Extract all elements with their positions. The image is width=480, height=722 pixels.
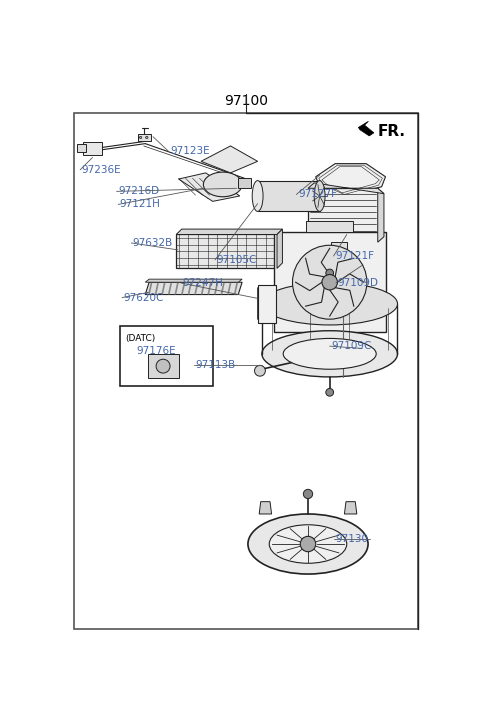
Circle shape: [326, 388, 334, 396]
Ellipse shape: [262, 282, 397, 325]
Circle shape: [254, 365, 265, 376]
FancyBboxPatch shape: [74, 113, 418, 629]
Text: FR.: FR.: [378, 124, 406, 139]
Polygon shape: [145, 279, 242, 282]
Circle shape: [300, 536, 316, 552]
Polygon shape: [378, 188, 384, 242]
Polygon shape: [238, 178, 251, 188]
Text: 97109D: 97109D: [337, 278, 378, 288]
Text: 97130: 97130: [335, 534, 368, 544]
Text: 97123E: 97123E: [170, 147, 210, 157]
Circle shape: [145, 136, 148, 139]
Polygon shape: [147, 354, 179, 378]
Text: (DATC): (DATC): [125, 334, 156, 343]
Ellipse shape: [283, 339, 376, 369]
Circle shape: [326, 269, 334, 277]
Circle shape: [139, 136, 142, 139]
Text: 97176E: 97176E: [136, 346, 176, 356]
Text: 97100: 97100: [224, 95, 268, 108]
Circle shape: [303, 490, 312, 499]
Polygon shape: [258, 180, 320, 212]
Polygon shape: [359, 121, 374, 136]
Circle shape: [322, 274, 337, 290]
Polygon shape: [308, 188, 378, 242]
Polygon shape: [259, 502, 272, 514]
Polygon shape: [331, 242, 347, 253]
Ellipse shape: [314, 180, 325, 212]
Text: 97121H: 97121H: [120, 199, 160, 209]
Text: 97632B: 97632B: [133, 238, 173, 248]
Polygon shape: [316, 164, 385, 196]
Ellipse shape: [156, 360, 170, 373]
Text: 97236E: 97236E: [82, 165, 121, 175]
Polygon shape: [201, 146, 258, 173]
Polygon shape: [308, 183, 384, 193]
Text: 97127F: 97127F: [298, 189, 337, 199]
Ellipse shape: [248, 514, 368, 574]
Polygon shape: [77, 144, 86, 152]
Ellipse shape: [269, 525, 347, 563]
Ellipse shape: [204, 172, 242, 197]
Polygon shape: [345, 502, 357, 514]
Polygon shape: [176, 235, 277, 269]
Text: 97620C: 97620C: [123, 292, 164, 303]
Polygon shape: [83, 142, 102, 155]
Text: 97121F: 97121F: [335, 251, 374, 261]
Polygon shape: [137, 134, 152, 141]
Polygon shape: [306, 221, 353, 232]
Polygon shape: [145, 282, 242, 295]
Polygon shape: [176, 229, 282, 235]
Polygon shape: [258, 284, 276, 323]
Text: 97113B: 97113B: [196, 360, 236, 370]
Text: 97109C: 97109C: [331, 341, 372, 351]
Polygon shape: [274, 232, 385, 332]
Circle shape: [292, 245, 367, 319]
Polygon shape: [179, 173, 240, 201]
Polygon shape: [120, 326, 214, 386]
Ellipse shape: [262, 331, 397, 377]
Polygon shape: [277, 229, 282, 269]
Text: 97105C: 97105C: [216, 255, 257, 265]
Text: 97216D: 97216D: [118, 186, 159, 196]
Ellipse shape: [252, 180, 263, 212]
Text: 97247H: 97247H: [182, 278, 223, 288]
